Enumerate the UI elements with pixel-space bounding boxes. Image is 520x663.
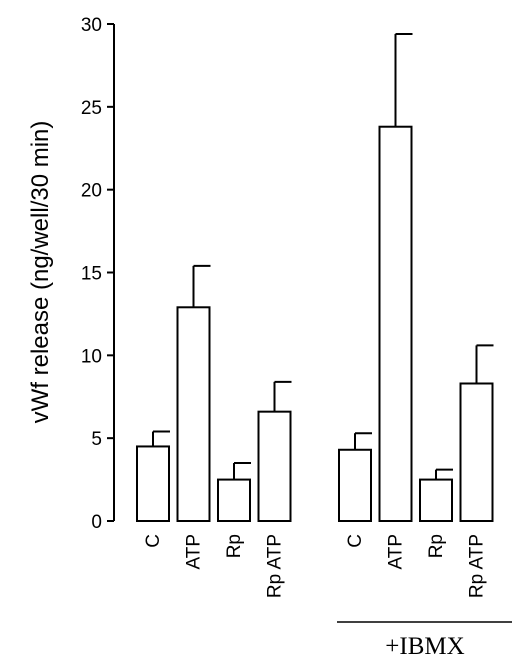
- x-tick-label: Rp: [426, 534, 447, 558]
- y-axis-label: vWf release (ng/well/30 min): [27, 121, 54, 424]
- bar: [136, 445, 170, 523]
- x-tick-label: Rp ATP: [467, 534, 488, 598]
- group-label-ibmx: +IBMX: [385, 633, 464, 660]
- bar: [378, 125, 413, 522]
- bar: [176, 306, 211, 523]
- bar: [217, 478, 251, 523]
- y-tick-label: 25: [81, 98, 102, 119]
- y-tick-label: 15: [81, 264, 102, 285]
- y-tick-label: 0: [91, 512, 102, 533]
- bars: [136, 32, 494, 523]
- y-tick-label: 20: [81, 181, 102, 202]
- y-tick-label: 5: [91, 429, 102, 450]
- bar: [459, 382, 494, 522]
- y-tick-label: 30: [81, 15, 102, 36]
- x-tick-label: C: [345, 534, 366, 548]
- bar: [257, 410, 292, 522]
- bar: [338, 448, 372, 522]
- y-tick-label: 10: [81, 346, 102, 367]
- x-tick-label: C: [143, 534, 164, 548]
- x-tick-label: Rp: [224, 534, 245, 558]
- x-axis-labels: C ATP Rp Rp ATP C ATP Rp Rp ATP: [143, 534, 488, 598]
- y-axis: 0 5 10 15 20 25 30: [81, 15, 115, 533]
- x-tick-label: Rp ATP: [265, 534, 286, 598]
- x-tick-label: ATP: [386, 534, 407, 570]
- bar: [419, 478, 453, 523]
- x-tick-label: ATP: [184, 534, 205, 570]
